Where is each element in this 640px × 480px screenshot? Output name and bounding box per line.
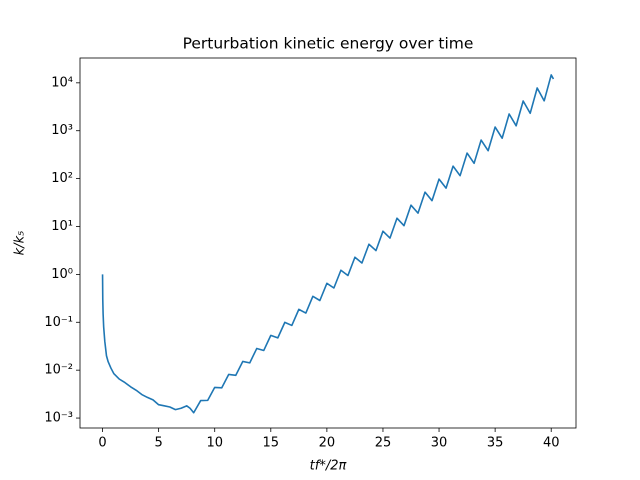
x-tick-label: 30	[431, 436, 448, 451]
x-tick-label: 15	[263, 436, 280, 451]
axes-frame	[79, 57, 577, 429]
y-tick-label: 10⁻³	[44, 411, 73, 426]
y-tick-label: 10²	[51, 171, 73, 186]
x-tick-label: 10	[206, 436, 223, 451]
y-tick-label: 10⁻²	[44, 363, 73, 378]
x-tick-label: 5	[154, 436, 162, 451]
x-axis-label: tf*/2π	[310, 459, 347, 474]
y-tick-label: 10⁰	[51, 267, 73, 282]
data-line	[101, 74, 555, 414]
y-tick-label: 10⁻¹	[44, 315, 73, 330]
x-tick-label: 25	[375, 436, 392, 451]
x-tick-label: 40	[543, 436, 560, 451]
y-axis-label: k/k₅	[13, 231, 28, 256]
y-tick-label: 10³	[51, 123, 73, 138]
y-tick-label: 10¹	[51, 219, 73, 234]
y-tick-label: 10⁴	[51, 75, 73, 90]
x-tick-label: 0	[98, 436, 106, 451]
x-tick-label: 20	[319, 436, 336, 451]
x-tick-label: 35	[487, 436, 504, 451]
chart-title: Perturbation kinetic energy over time	[183, 35, 474, 53]
